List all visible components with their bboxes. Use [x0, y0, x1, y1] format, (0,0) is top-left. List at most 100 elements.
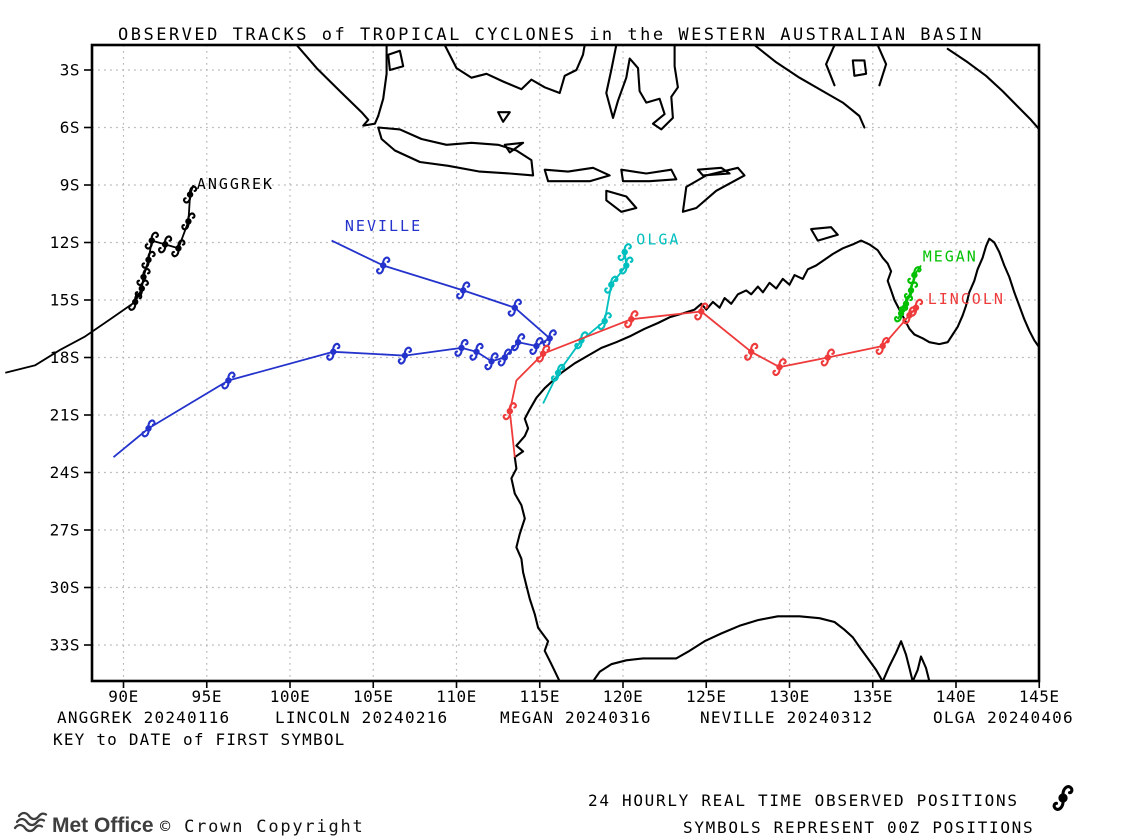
cyclone-symbol-eye	[628, 316, 635, 323]
cyclone-symbol-arm	[403, 346, 413, 354]
coastline-sumatra-east-coast	[377, 45, 388, 118]
cyclone-symbol-neville	[456, 281, 471, 300]
cyclone-symbol-arm	[700, 302, 709, 310]
cyclone-symbol-legend-icon	[1052, 785, 1074, 811]
coastline-melville-island	[810, 226, 839, 242]
cyclone-symbol-arm	[462, 281, 471, 289]
cyclone-symbol-eye	[460, 287, 467, 294]
cyclone-symbol-arm	[221, 382, 230, 390]
cyclone-symbol-arm	[142, 268, 151, 276]
cyclone-symbol-lincoln	[502, 402, 517, 421]
cyclone-symbol-arm	[188, 185, 198, 193]
key-entry-olga: OLGA 20240406	[933, 708, 1074, 727]
cyclone-symbol-neville	[454, 339, 469, 357]
cyclone-symbol-lincoln	[694, 302, 709, 321]
cyclone-symbol-arm	[397, 357, 407, 365]
cyclone-symbol-arm	[140, 279, 149, 287]
coastline-birds-head-arc-west	[825, 45, 836, 87]
cyclone-symbol-anggrek	[171, 239, 186, 258]
cyclone-symbol-neville	[469, 342, 484, 361]
cyclone-symbol-olga	[619, 256, 634, 275]
cyclone-symbol-arm	[510, 343, 520, 352]
cyclone-symbol-neville	[507, 298, 522, 317]
cyclone-symbol-arm	[574, 342, 583, 350]
coastline-flores	[620, 168, 678, 183]
cyclone-symbol-eye	[906, 312, 913, 319]
cyclone-symbol-arm	[904, 294, 914, 303]
track-lincoln	[502, 298, 924, 458]
axis-label-95E: 95E	[192, 687, 222, 706]
cyclone-symbol-arm	[541, 344, 551, 352]
coastline-wetar	[696, 166, 731, 177]
cyclone-symbol-neville	[397, 346, 413, 365]
coastline-australia-west-north-coast	[510, 237, 1039, 681]
cyclone-symbol-arm	[597, 322, 606, 330]
axis-label-3S: 3S	[60, 61, 80, 80]
plot-border	[90, 43, 1041, 683]
met-office-logo: Met Office	[13, 811, 154, 837]
cyclone-symbol-arm	[503, 348, 512, 356]
key-entry-anggrek: ANGGREK 20240116	[57, 708, 230, 727]
cyclone-symbol-arm	[624, 320, 633, 329]
axis-label-140E: 140E	[936, 687, 977, 706]
cyclone-symbol-arm	[542, 340, 551, 348]
track-label-neville: NEVILLE	[345, 217, 422, 235]
track-label-anggrek: ANGGREK	[197, 175, 274, 193]
cyclone-symbol-arm	[529, 347, 538, 355]
cyclone-symbol-eye	[175, 245, 182, 252]
cyclone-symbol-megan	[907, 266, 922, 284]
coastline-sumatra-southwest-coast	[295, 45, 380, 127]
key-caption: KEY to DATE of FIRST SYMBOL	[53, 730, 346, 749]
footer-symbols-note: SYMBOLS REPRESENT 00Z POSITIONS	[683, 818, 1034, 837]
cyclone-symbol-lincoln	[875, 337, 890, 355]
cyclone-symbol-arm	[772, 368, 781, 376]
cyclone-symbol-arm	[913, 266, 922, 274]
cyclone-symbol-eye	[554, 369, 562, 376]
cyclone-symbol-arm	[617, 253, 626, 261]
cyclone-symbol-anggrek	[128, 293, 143, 311]
cyclone-symbol-arm	[550, 374, 560, 382]
coastline-madura-island	[503, 141, 525, 154]
axis-label-90E: 90E	[108, 687, 138, 706]
cyclone-symbol-arm	[147, 250, 156, 259]
cyclone-symbol-eye	[698, 308, 705, 315]
cyclone-symbol-olga	[617, 243, 632, 261]
axis-label-18S: 18S	[50, 348, 80, 367]
cyclone-symbol-arm	[907, 276, 916, 284]
cyclone-symbol-eye	[131, 298, 139, 306]
cyclone-symbol-arm	[171, 250, 180, 258]
cyclone-symbol-anggrek	[182, 185, 198, 204]
coastline-java	[377, 126, 535, 177]
cyclone-symbol-eye	[511, 304, 518, 311]
cyclone-symbol-arm	[484, 363, 493, 371]
cyclone-symbol-olga	[597, 312, 612, 330]
cyclone-symbol-arm	[150, 231, 159, 239]
cyclone-symbol-arm	[513, 298, 522, 306]
cyclone-symbol-eye	[907, 287, 915, 294]
cyclone-symbol-eye	[401, 352, 409, 359]
cyclone-symbol-arm	[376, 267, 385, 275]
cyclone-symbol-eye	[225, 377, 232, 384]
axis-label-130E: 130E	[769, 687, 810, 706]
cyclone-symbol-arm	[177, 239, 186, 247]
cyclone-symbol-neville	[221, 371, 236, 390]
cyclone-symbol-anggrek	[141, 250, 156, 269]
cyclone-symbol-arm	[454, 349, 463, 357]
axis-label-125E: 125E	[686, 687, 727, 706]
cyclone-symbol-arm	[902, 317, 911, 325]
cyclone-symbol-arm	[914, 298, 924, 306]
track-label-olga: OLGA	[636, 230, 680, 248]
cyclone-symbol-arm	[694, 313, 703, 321]
cyclone-symbol-megan	[893, 304, 909, 323]
cyclone-symbol-arm	[1061, 785, 1074, 796]
cyclone-symbol-eye	[1058, 793, 1068, 803]
key-entry-neville: NEVILLE 20240312	[700, 708, 873, 727]
cyclone-symbol-neville	[510, 333, 526, 352]
cyclone-symbol-eye	[145, 256, 152, 263]
cyclone-symbol-neville	[529, 337, 544, 355]
cyclone-symbol-arm	[460, 339, 469, 347]
cyclone-symbol-eye	[533, 342, 540, 350]
cyclone-symbol-arm	[516, 333, 526, 341]
cyclone-symbol-eye	[506, 408, 513, 415]
cyclone-symbol-arm	[144, 242, 153, 250]
